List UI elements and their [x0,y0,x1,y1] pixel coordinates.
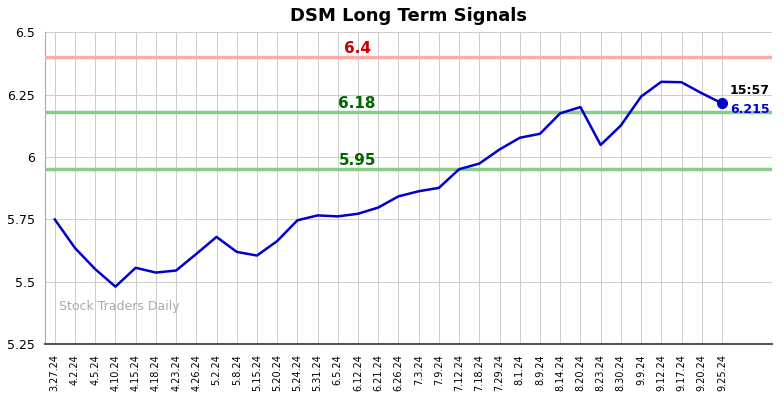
Title: DSM Long Term Signals: DSM Long Term Signals [290,7,527,25]
Text: 6.18: 6.18 [339,96,376,111]
Text: Stock Traders Daily: Stock Traders Daily [60,300,180,313]
Text: 6.215: 6.215 [730,103,770,116]
Text: 5.95: 5.95 [339,153,376,168]
Text: 6.4: 6.4 [343,41,371,56]
Text: 15:57: 15:57 [730,84,770,97]
